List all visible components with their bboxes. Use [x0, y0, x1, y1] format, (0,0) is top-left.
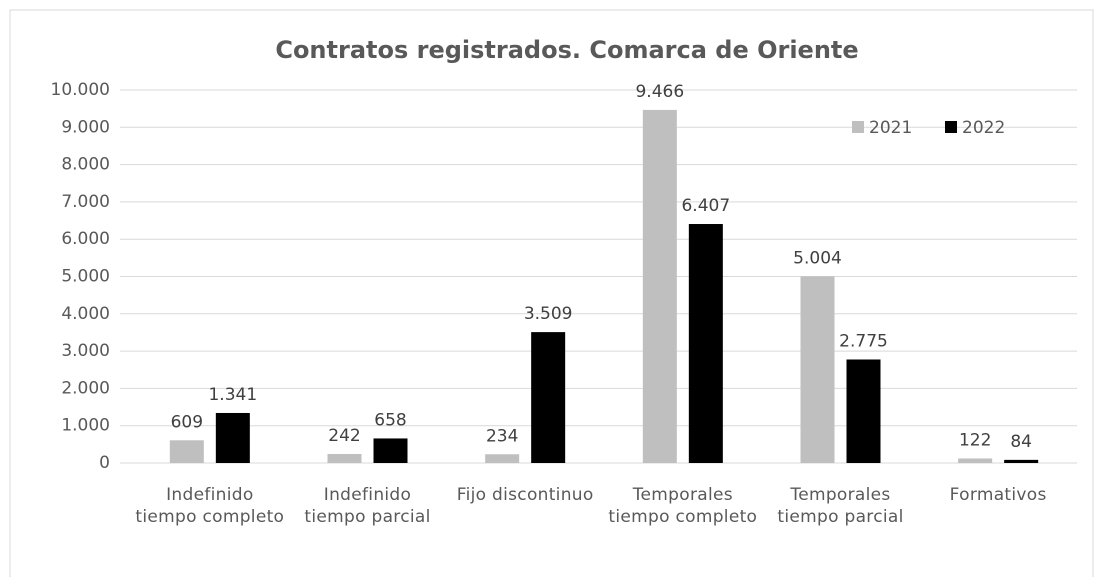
- y-tick-label: 6.000: [61, 229, 110, 249]
- bar: [846, 359, 881, 463]
- y-tick-label: 1.000: [61, 416, 110, 436]
- data-label: 5.004: [793, 248, 842, 268]
- bar: [169, 440, 204, 463]
- bar: [215, 412, 250, 463]
- data-label: 658: [374, 410, 406, 430]
- y-tick-label: 3.000: [61, 341, 110, 361]
- bar: [373, 438, 408, 463]
- data-label: 242: [328, 426, 360, 446]
- bar: [531, 332, 566, 463]
- bar: [642, 109, 677, 463]
- legend-swatch: [945, 121, 957, 133]
- bar: [485, 454, 520, 463]
- data-label: 84: [1010, 432, 1032, 452]
- y-tick-label: 0: [99, 453, 110, 473]
- data-label: 234: [486, 426, 518, 446]
- chart-title: Contratos registrados. Comarca de Orient…: [275, 36, 858, 64]
- y-tick-label: 2.000: [61, 378, 110, 398]
- y-tick-label: 5.000: [61, 267, 110, 287]
- bar: [1004, 459, 1039, 463]
- bar: [688, 224, 723, 463]
- data-label: 609: [171, 412, 203, 432]
- y-tick-label: 7.000: [61, 192, 110, 212]
- bar: [327, 453, 362, 463]
- data-label: 2.775: [839, 331, 888, 351]
- y-tick-label: 9.000: [61, 117, 110, 137]
- legend-label: 2022: [962, 118, 1005, 138]
- legend-label: 2021: [869, 118, 912, 138]
- data-label: 122: [959, 430, 991, 450]
- y-tick-label: 8.000: [61, 155, 110, 175]
- x-tick-label: Temporales tiempo completo: [608, 485, 758, 527]
- x-tick-label: Formativos: [949, 485, 1047, 505]
- data-label: 3.509: [524, 304, 573, 324]
- bar: [958, 458, 993, 463]
- data-label: 6.407: [681, 196, 730, 216]
- y-tick-label: 10.000: [51, 80, 110, 100]
- x-tick-label: Fijo discontinuo: [456, 485, 594, 505]
- data-label: 9.466: [635, 82, 684, 102]
- y-tick-label: 4.000: [61, 304, 110, 324]
- chart-border: [9, 9, 1094, 577]
- bar: [800, 276, 835, 463]
- legend-swatch: [852, 121, 864, 133]
- x-tick-label: Temporales tiempo parcial: [777, 485, 904, 527]
- x-tick-label: Indefinido tiempo parcial: [304, 485, 431, 527]
- x-tick-label: Indefinido tiempo completo: [135, 485, 285, 527]
- data-label: 1.341: [208, 385, 257, 405]
